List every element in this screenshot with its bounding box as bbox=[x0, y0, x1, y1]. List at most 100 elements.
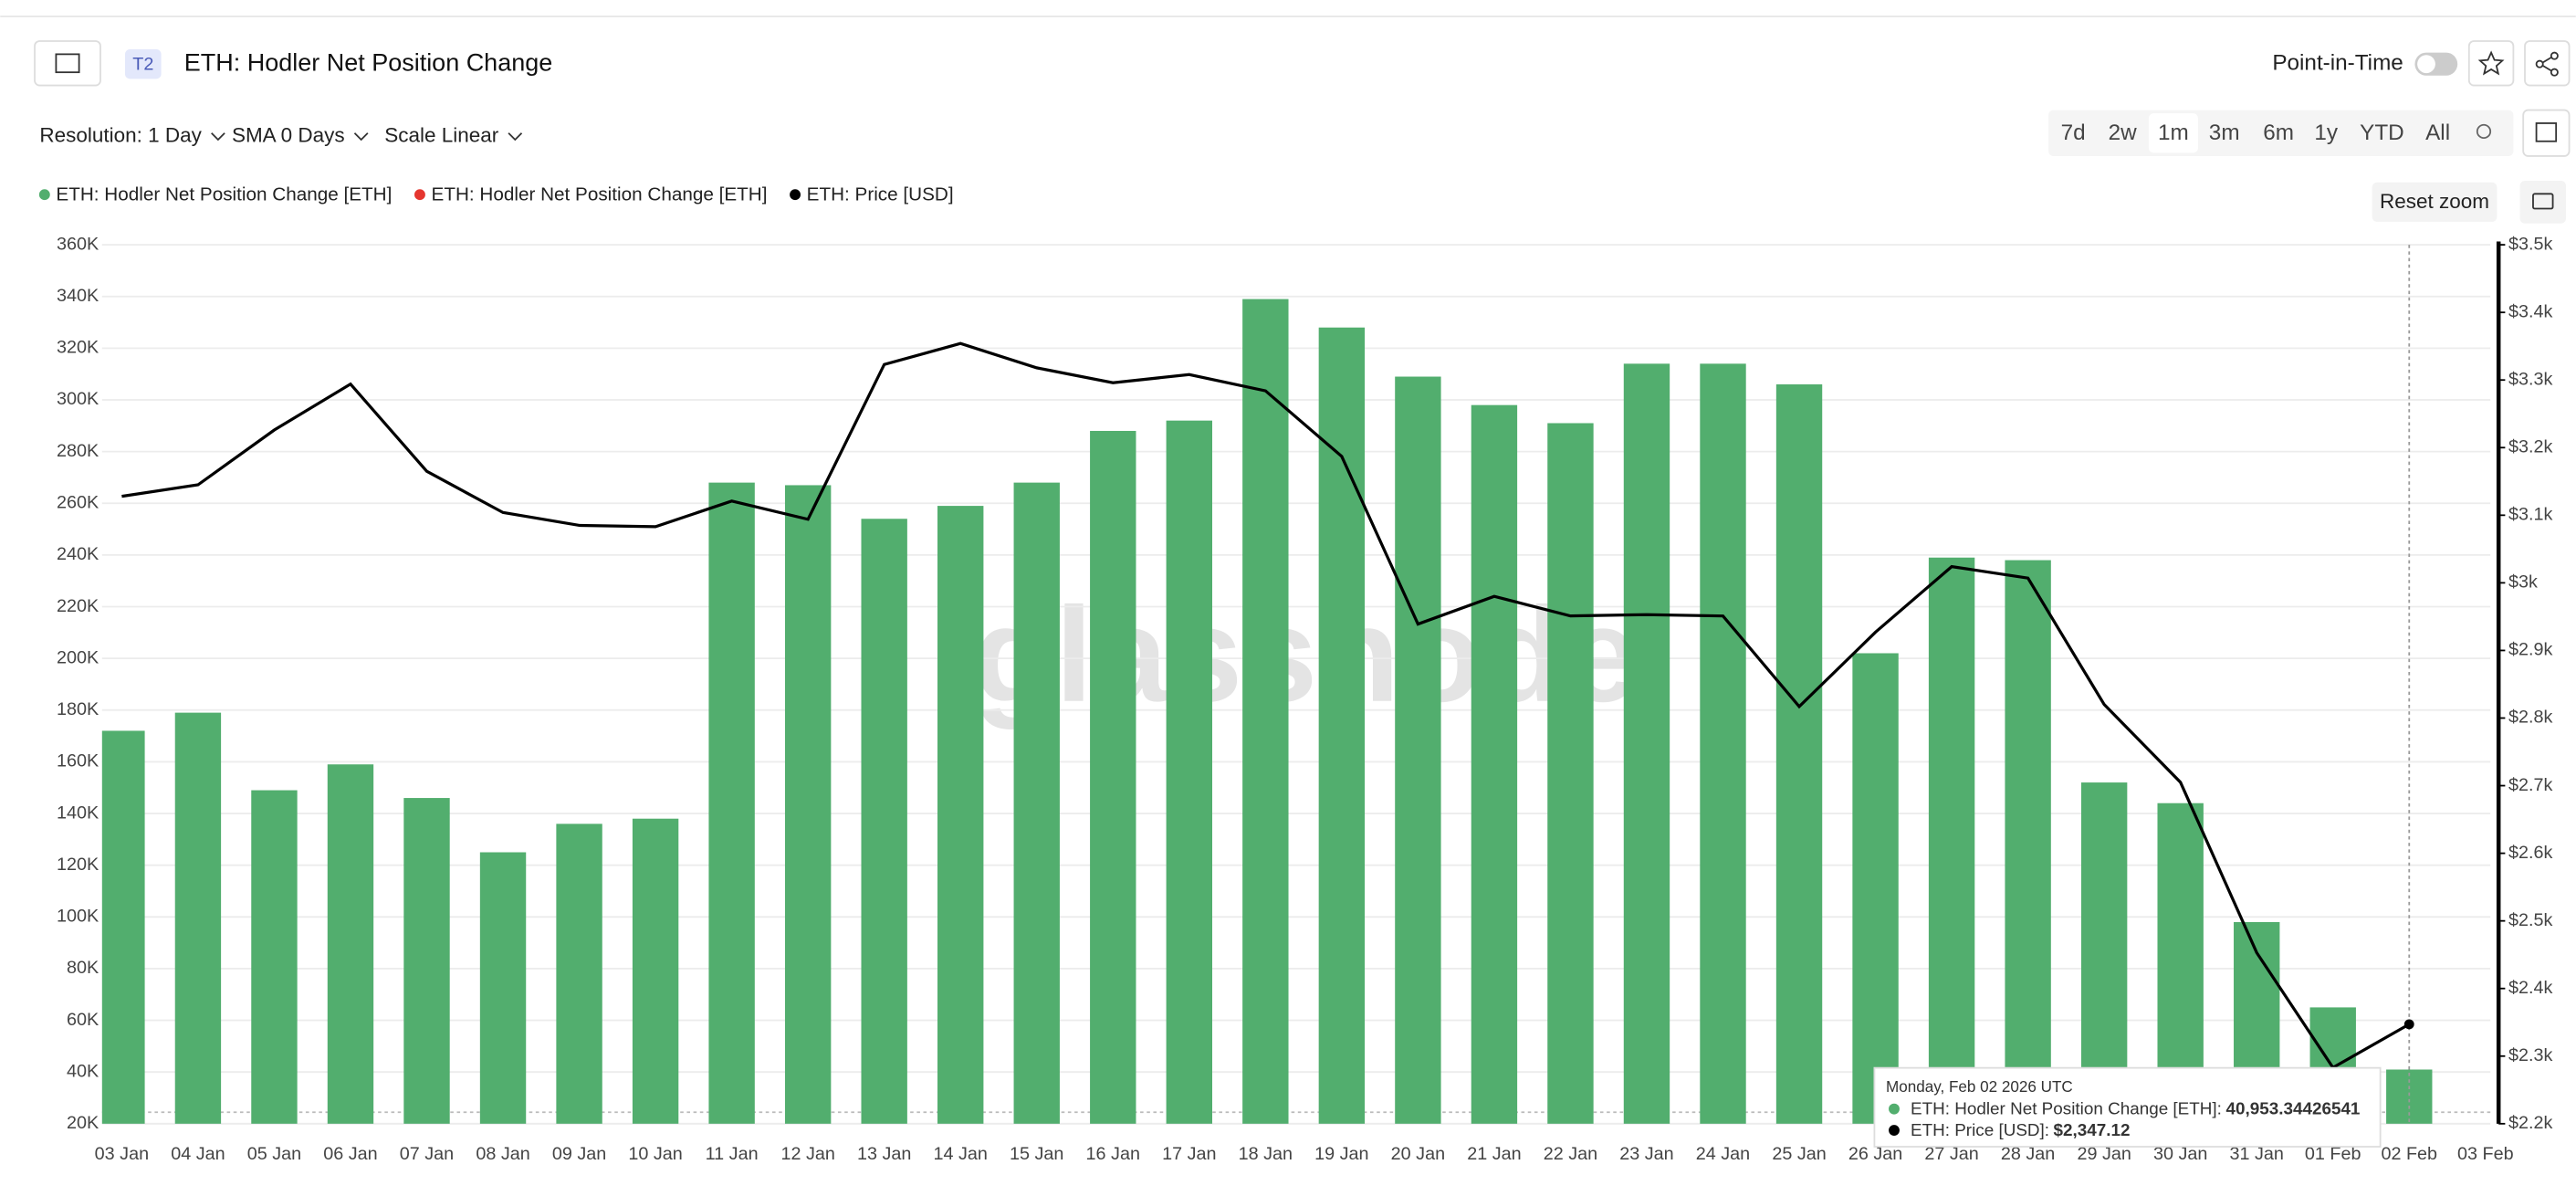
range-button[interactable]: 1m bbox=[2158, 121, 2189, 145]
bar[interactable] bbox=[327, 764, 374, 1124]
bar[interactable] bbox=[251, 790, 298, 1124]
bar[interactable] bbox=[2386, 1069, 2433, 1124]
bar[interactable] bbox=[1090, 430, 1136, 1124]
y-tick-label: 140K bbox=[57, 803, 99, 823]
reset-zoom-text: Reset zoom bbox=[2380, 190, 2489, 213]
x-tick-label: 12 Jan bbox=[780, 1144, 834, 1164]
screenshot-button[interactable] bbox=[2519, 180, 2566, 224]
y-tick-label: 360K bbox=[57, 234, 99, 254]
bar[interactable] bbox=[1852, 653, 1899, 1124]
dropdown[interactable]: SMA 0 Days bbox=[232, 123, 345, 146]
bar[interactable] bbox=[556, 824, 602, 1124]
favorite-button[interactable] bbox=[2467, 40, 2515, 87]
range-button[interactable]: 6m bbox=[2263, 121, 2294, 145]
dropdown-arrow bbox=[508, 132, 523, 142]
page-title: ETH: Hodler Net Position Change bbox=[184, 48, 552, 76]
bar[interactable] bbox=[403, 798, 450, 1124]
badge bbox=[124, 48, 162, 79]
x-tick-label: 18 Jan bbox=[1239, 1144, 1293, 1164]
bar[interactable] bbox=[632, 818, 679, 1124]
bar[interactable] bbox=[101, 730, 145, 1124]
sidebar-toggle[interactable] bbox=[34, 40, 101, 87]
range-button[interactable]: YTD bbox=[2360, 121, 2404, 145]
tooltip-value: $2,347.12 bbox=[2054, 1121, 2131, 1140]
hover-point bbox=[2403, 1019, 2414, 1030]
x-tick-label: 22 Jan bbox=[1544, 1144, 1597, 1164]
y2-tick-label: $3.3k bbox=[2508, 369, 2553, 389]
x-tick-label: 14 Jan bbox=[934, 1144, 988, 1164]
bar[interactable] bbox=[1166, 420, 1212, 1124]
y-tick-label: 160K bbox=[57, 751, 99, 771]
legend-label[interactable]: ETH: Price [USD] bbox=[807, 184, 954, 205]
price-line bbox=[121, 341, 2411, 1070]
range-button[interactable]: 2w bbox=[2109, 121, 2138, 145]
bar[interactable] bbox=[937, 506, 984, 1124]
zoom-icon[interactable] bbox=[2476, 123, 2492, 140]
legend-label[interactable]: ETH: Hodler Net Position Change [ETH] bbox=[432, 184, 768, 205]
calendar-icon bbox=[2535, 122, 2558, 142]
y-tick-label: 40K bbox=[67, 1061, 99, 1081]
bar[interactable] bbox=[1013, 482, 1060, 1124]
x-tick-label: 09 Jan bbox=[552, 1144, 606, 1164]
toggle-knob bbox=[2417, 55, 2435, 74]
x-tick-label: 06 Jan bbox=[323, 1144, 377, 1164]
x-tick-label: 17 Jan bbox=[1162, 1144, 1216, 1164]
x-tick-label: 07 Jan bbox=[400, 1144, 454, 1164]
bar[interactable] bbox=[1623, 363, 1670, 1124]
y-tick-label: 180K bbox=[57, 699, 99, 719]
ranges: 7d 2w 1m 3m 6m 1y YTD All bbox=[2061, 113, 2492, 153]
x-tick-label: 27 Jan bbox=[1924, 1144, 1978, 1164]
share-button[interactable] bbox=[2524, 40, 2571, 87]
y-tick-label: 340K bbox=[57, 286, 99, 306]
range-button[interactable]: All bbox=[2425, 121, 2450, 145]
bar[interactable] bbox=[1928, 557, 1975, 1124]
range-button[interactable]: 7d bbox=[2061, 121, 2086, 145]
y2-tick-label: $2.3k bbox=[2508, 1045, 2553, 1065]
x-tick-label: 10 Jan bbox=[628, 1144, 682, 1164]
range-button[interactable]: 1y bbox=[2314, 121, 2339, 145]
dropdown-arrow bbox=[353, 132, 369, 142]
sidebar-icon bbox=[55, 53, 80, 74]
x-tick-label: 04 Jan bbox=[171, 1144, 225, 1164]
bar[interactable] bbox=[1471, 404, 1518, 1124]
bar[interactable] bbox=[708, 482, 755, 1124]
x-tick-label: 15 Jan bbox=[1010, 1144, 1063, 1164]
y-tick-label: 240K bbox=[57, 544, 99, 564]
dropdown[interactable]: Scale Linear bbox=[384, 123, 499, 146]
y-tick-label: 200K bbox=[57, 647, 99, 667]
x-tick-label: 13 Jan bbox=[857, 1144, 911, 1164]
bar[interactable] bbox=[1242, 299, 1289, 1124]
y2-tick-label: $3k bbox=[2508, 572, 2538, 593]
x-tick-label: 16 Jan bbox=[1086, 1144, 1140, 1164]
range-button[interactable]: 3m bbox=[2209, 121, 2240, 145]
x-tick-label: 02 Feb bbox=[2381, 1144, 2437, 1164]
bar[interactable] bbox=[2005, 560, 2051, 1124]
x-tick-label: 25 Jan bbox=[1772, 1144, 1826, 1164]
legend: ETH: Hodler Net Position Change [ETH] ETH… bbox=[38, 184, 954, 205]
share-icon bbox=[2535, 51, 2559, 77]
tooltip-date: Monday, Feb 02 2026 UTC bbox=[1886, 1078, 2073, 1096]
y-tick-label: 60K bbox=[67, 1010, 99, 1030]
reset-zoom-button[interactable] bbox=[2372, 182, 2497, 222]
bar[interactable] bbox=[174, 712, 222, 1124]
y2-tick-label: $2.2k bbox=[2508, 1113, 2553, 1133]
legend-label[interactable]: ETH: Hodler Net Position Change [ETH] bbox=[56, 184, 392, 205]
plot: 20K 40K 60K 80K 100K 120K 140K 160K 180K 200K 220K… bbox=[57, 234, 2552, 1164]
bar[interactable] bbox=[1318, 327, 1366, 1124]
bar[interactable] bbox=[479, 852, 527, 1124]
bar[interactable] bbox=[1395, 376, 1441, 1124]
x-tick-label: 08 Jan bbox=[476, 1144, 529, 1164]
bar[interactable] bbox=[2080, 782, 2128, 1124]
bar[interactable] bbox=[1547, 423, 1594, 1124]
x-tick-label: 28 Jan bbox=[2001, 1144, 2055, 1164]
bar[interactable] bbox=[861, 519, 907, 1124]
bar[interactable] bbox=[1700, 363, 1746, 1124]
x-tick-label: 05 Jan bbox=[247, 1144, 301, 1164]
bar[interactable] bbox=[784, 485, 832, 1124]
calendar-button[interactable] bbox=[2522, 109, 2571, 157]
y-tick-label: 220K bbox=[57, 596, 99, 616]
bar[interactable] bbox=[1775, 384, 1823, 1124]
dropdown[interactable]: Resolution: 1 Day bbox=[39, 123, 202, 146]
